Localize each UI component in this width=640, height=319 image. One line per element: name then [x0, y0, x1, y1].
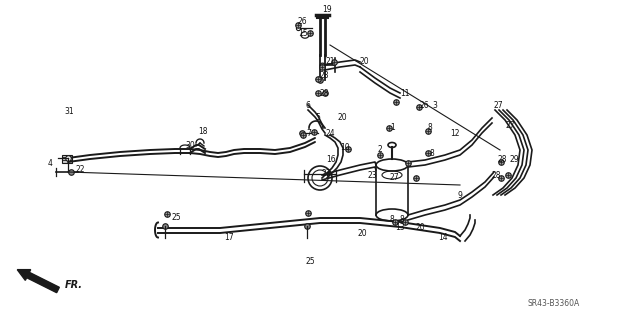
Bar	[62, 155, 72, 163]
Text: 21: 21	[326, 57, 335, 66]
FancyArrow shape	[17, 270, 60, 293]
Text: 27: 27	[494, 101, 504, 110]
Text: SR43-B3360A: SR43-B3360A	[528, 299, 580, 308]
Text: 1: 1	[390, 123, 395, 132]
Text: 18: 18	[198, 128, 207, 137]
Text: 12: 12	[450, 129, 460, 137]
Text: 26: 26	[420, 101, 429, 110]
Text: 26: 26	[298, 18, 308, 26]
Text: 3: 3	[432, 101, 437, 110]
Text: 20: 20	[360, 57, 370, 66]
Text: 7: 7	[306, 129, 311, 137]
Text: 17: 17	[224, 234, 234, 242]
Text: 24: 24	[325, 129, 335, 137]
Text: 27: 27	[506, 122, 516, 130]
Text: 31: 31	[64, 108, 74, 116]
Text: 20: 20	[338, 114, 348, 122]
Text: 28: 28	[498, 155, 508, 165]
Text: 2: 2	[378, 145, 383, 154]
Text: 6: 6	[305, 100, 310, 109]
Text: 25: 25	[172, 213, 182, 222]
Text: 25: 25	[306, 257, 316, 266]
Text: 8: 8	[400, 216, 404, 225]
Text: 8: 8	[428, 123, 433, 132]
Text: 23: 23	[322, 168, 332, 177]
Text: FR.: FR.	[65, 280, 83, 290]
Text: 8: 8	[390, 216, 395, 225]
Text: 20: 20	[357, 229, 367, 239]
Text: 23: 23	[368, 170, 378, 180]
Text: 28: 28	[320, 71, 330, 80]
Text: 13: 13	[395, 224, 404, 233]
Text: 30: 30	[185, 140, 195, 150]
Text: 8: 8	[430, 149, 435, 158]
Text: 20: 20	[415, 224, 424, 233]
Text: 19: 19	[322, 5, 332, 14]
Text: 9: 9	[458, 190, 463, 199]
Text: 22: 22	[75, 166, 84, 174]
Text: 27: 27	[390, 174, 399, 182]
Text: 28: 28	[492, 170, 502, 180]
Text: 15: 15	[298, 29, 308, 39]
Text: 29: 29	[510, 155, 520, 165]
Text: 11: 11	[400, 88, 410, 98]
Text: 14: 14	[438, 234, 447, 242]
Text: 4: 4	[48, 160, 53, 168]
Text: 5: 5	[315, 114, 320, 122]
Text: 10: 10	[340, 144, 349, 152]
Text: 28: 28	[320, 88, 330, 98]
Text: 16: 16	[326, 155, 335, 165]
